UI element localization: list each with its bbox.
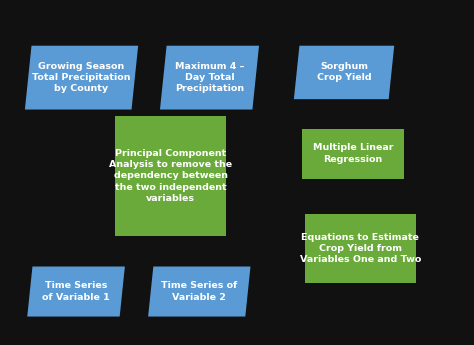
Polygon shape bbox=[294, 46, 394, 99]
Text: Growing Season
Total Precipitation
by County: Growing Season Total Precipitation by Co… bbox=[32, 62, 131, 93]
Text: Time Series of
Variable 2: Time Series of Variable 2 bbox=[161, 282, 237, 302]
Polygon shape bbox=[160, 46, 259, 110]
Text: Sorghum
Crop Yield: Sorghum Crop Yield bbox=[317, 62, 371, 82]
FancyBboxPatch shape bbox=[302, 128, 404, 179]
FancyBboxPatch shape bbox=[304, 214, 416, 283]
Text: Equations to Estimate
Crop Yield from
Variables One and Two: Equations to Estimate Crop Yield from Va… bbox=[300, 233, 421, 264]
Polygon shape bbox=[25, 46, 138, 110]
Polygon shape bbox=[148, 266, 250, 317]
Polygon shape bbox=[27, 266, 125, 317]
Text: Multiple Linear
Regression: Multiple Linear Regression bbox=[313, 144, 393, 164]
Text: Time Series
of Variable 1: Time Series of Variable 1 bbox=[42, 282, 110, 302]
FancyBboxPatch shape bbox=[115, 116, 226, 236]
Text: Principal Component
Analysis to remove the
dependency between
the two independen: Principal Component Analysis to remove t… bbox=[109, 149, 232, 203]
Text: Maximum 4 –
Day Total
Precipitation: Maximum 4 – Day Total Precipitation bbox=[175, 62, 244, 93]
